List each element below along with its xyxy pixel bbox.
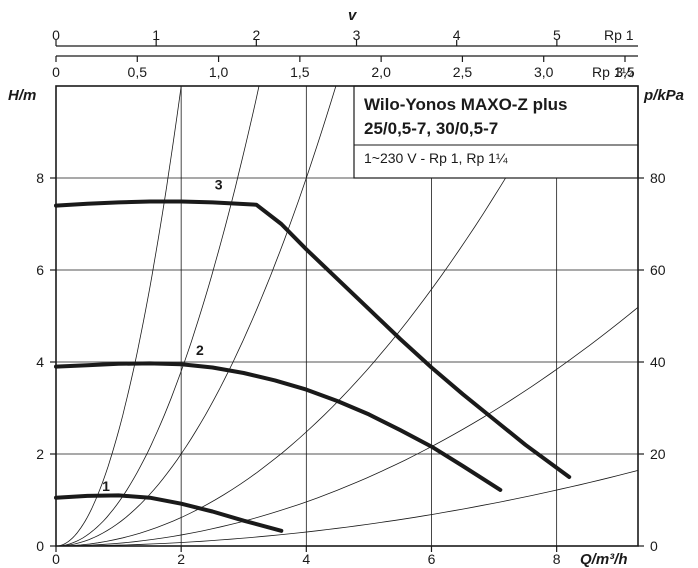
x-tick-label: 0 [52, 551, 60, 567]
y2-tick-label: 20 [650, 446, 666, 462]
velocity-tick-label: 4 [453, 27, 461, 43]
title-box: Wilo-Yonos MAXO-Z plus 25/0,5-7, 30/0,5-… [353, 85, 639, 179]
series-label-1: 1 [102, 478, 110, 494]
series-label-2: 2 [196, 342, 204, 358]
x-tick-label: 2 [177, 551, 185, 567]
velocity-label: v [348, 7, 358, 24]
x-tick-label: 6 [428, 551, 436, 567]
x-tick-label: 8 [553, 551, 561, 567]
y-tick-label: 0 [36, 538, 44, 554]
system-curve [55, 85, 560, 547]
series-curves: 1 2 3 [54, 177, 572, 533]
velocity-tick-label: 2,0 [371, 64, 391, 80]
y-tick-label: 8 [36, 170, 44, 186]
velocity-tick-label: 1,5 [290, 64, 310, 80]
chart-title-line-1: Wilo-Yonos MAXO-Z plus [364, 95, 568, 114]
velocity-tick-label: 0 [52, 27, 60, 43]
series-label-3: 3 [215, 177, 223, 193]
system-curve [55, 85, 260, 547]
y2-tick-label: 40 [650, 354, 666, 370]
velocity-tick-label: 5 [553, 27, 561, 43]
velocity-tick-label: 0,5 [128, 64, 148, 80]
velocity-scale-1-name: Rp 1 [604, 27, 634, 43]
x-tick-label: 4 [302, 551, 310, 567]
x-axis-title: Q/m³/h [580, 551, 628, 568]
velocity-tick-label: 3 [353, 27, 361, 43]
y2-tick-label: 80 [650, 170, 666, 186]
velocity-tick-label: 1 [152, 27, 160, 43]
plot-frame [55, 85, 639, 547]
velocity-tick-label: 3,0 [534, 64, 554, 80]
velocity-tick-label: 2 [252, 27, 260, 43]
y-tick-label: 4 [36, 354, 44, 370]
series-curve-1 [54, 493, 284, 533]
velocity-tick-label: 0 [52, 64, 60, 80]
y2-axis-title: p/kPa [643, 87, 684, 104]
velocity-scale-2-name: Rp 1¼ [592, 64, 634, 80]
velocity-tick-label: 3,5 [615, 64, 635, 80]
system-curve [55, 306, 639, 547]
series-curve-2 [54, 361, 503, 492]
system-curve [55, 85, 182, 547]
y-tick-label: 6 [36, 262, 44, 278]
system-curves [55, 85, 639, 547]
velocity-tick-label: 2,5 [453, 64, 473, 80]
chart-title-line-2: 25/0,5-7, 30/0,5-7 [364, 119, 498, 138]
y2-tick-label: 60 [650, 262, 666, 278]
system-curve [56, 470, 639, 547]
y-axis-title: H/m [8, 87, 36, 104]
chart-subtitle: 1~230 V - Rp 1, Rp 1¼ [364, 150, 508, 166]
series-curve-3 [54, 199, 572, 479]
velocity-tick-label: 1,0 [209, 64, 229, 80]
y2-tick-label: 0 [650, 538, 658, 554]
title-box-frame [353, 85, 639, 179]
y-tick-label: 2 [36, 446, 44, 462]
system-curve [55, 85, 337, 547]
